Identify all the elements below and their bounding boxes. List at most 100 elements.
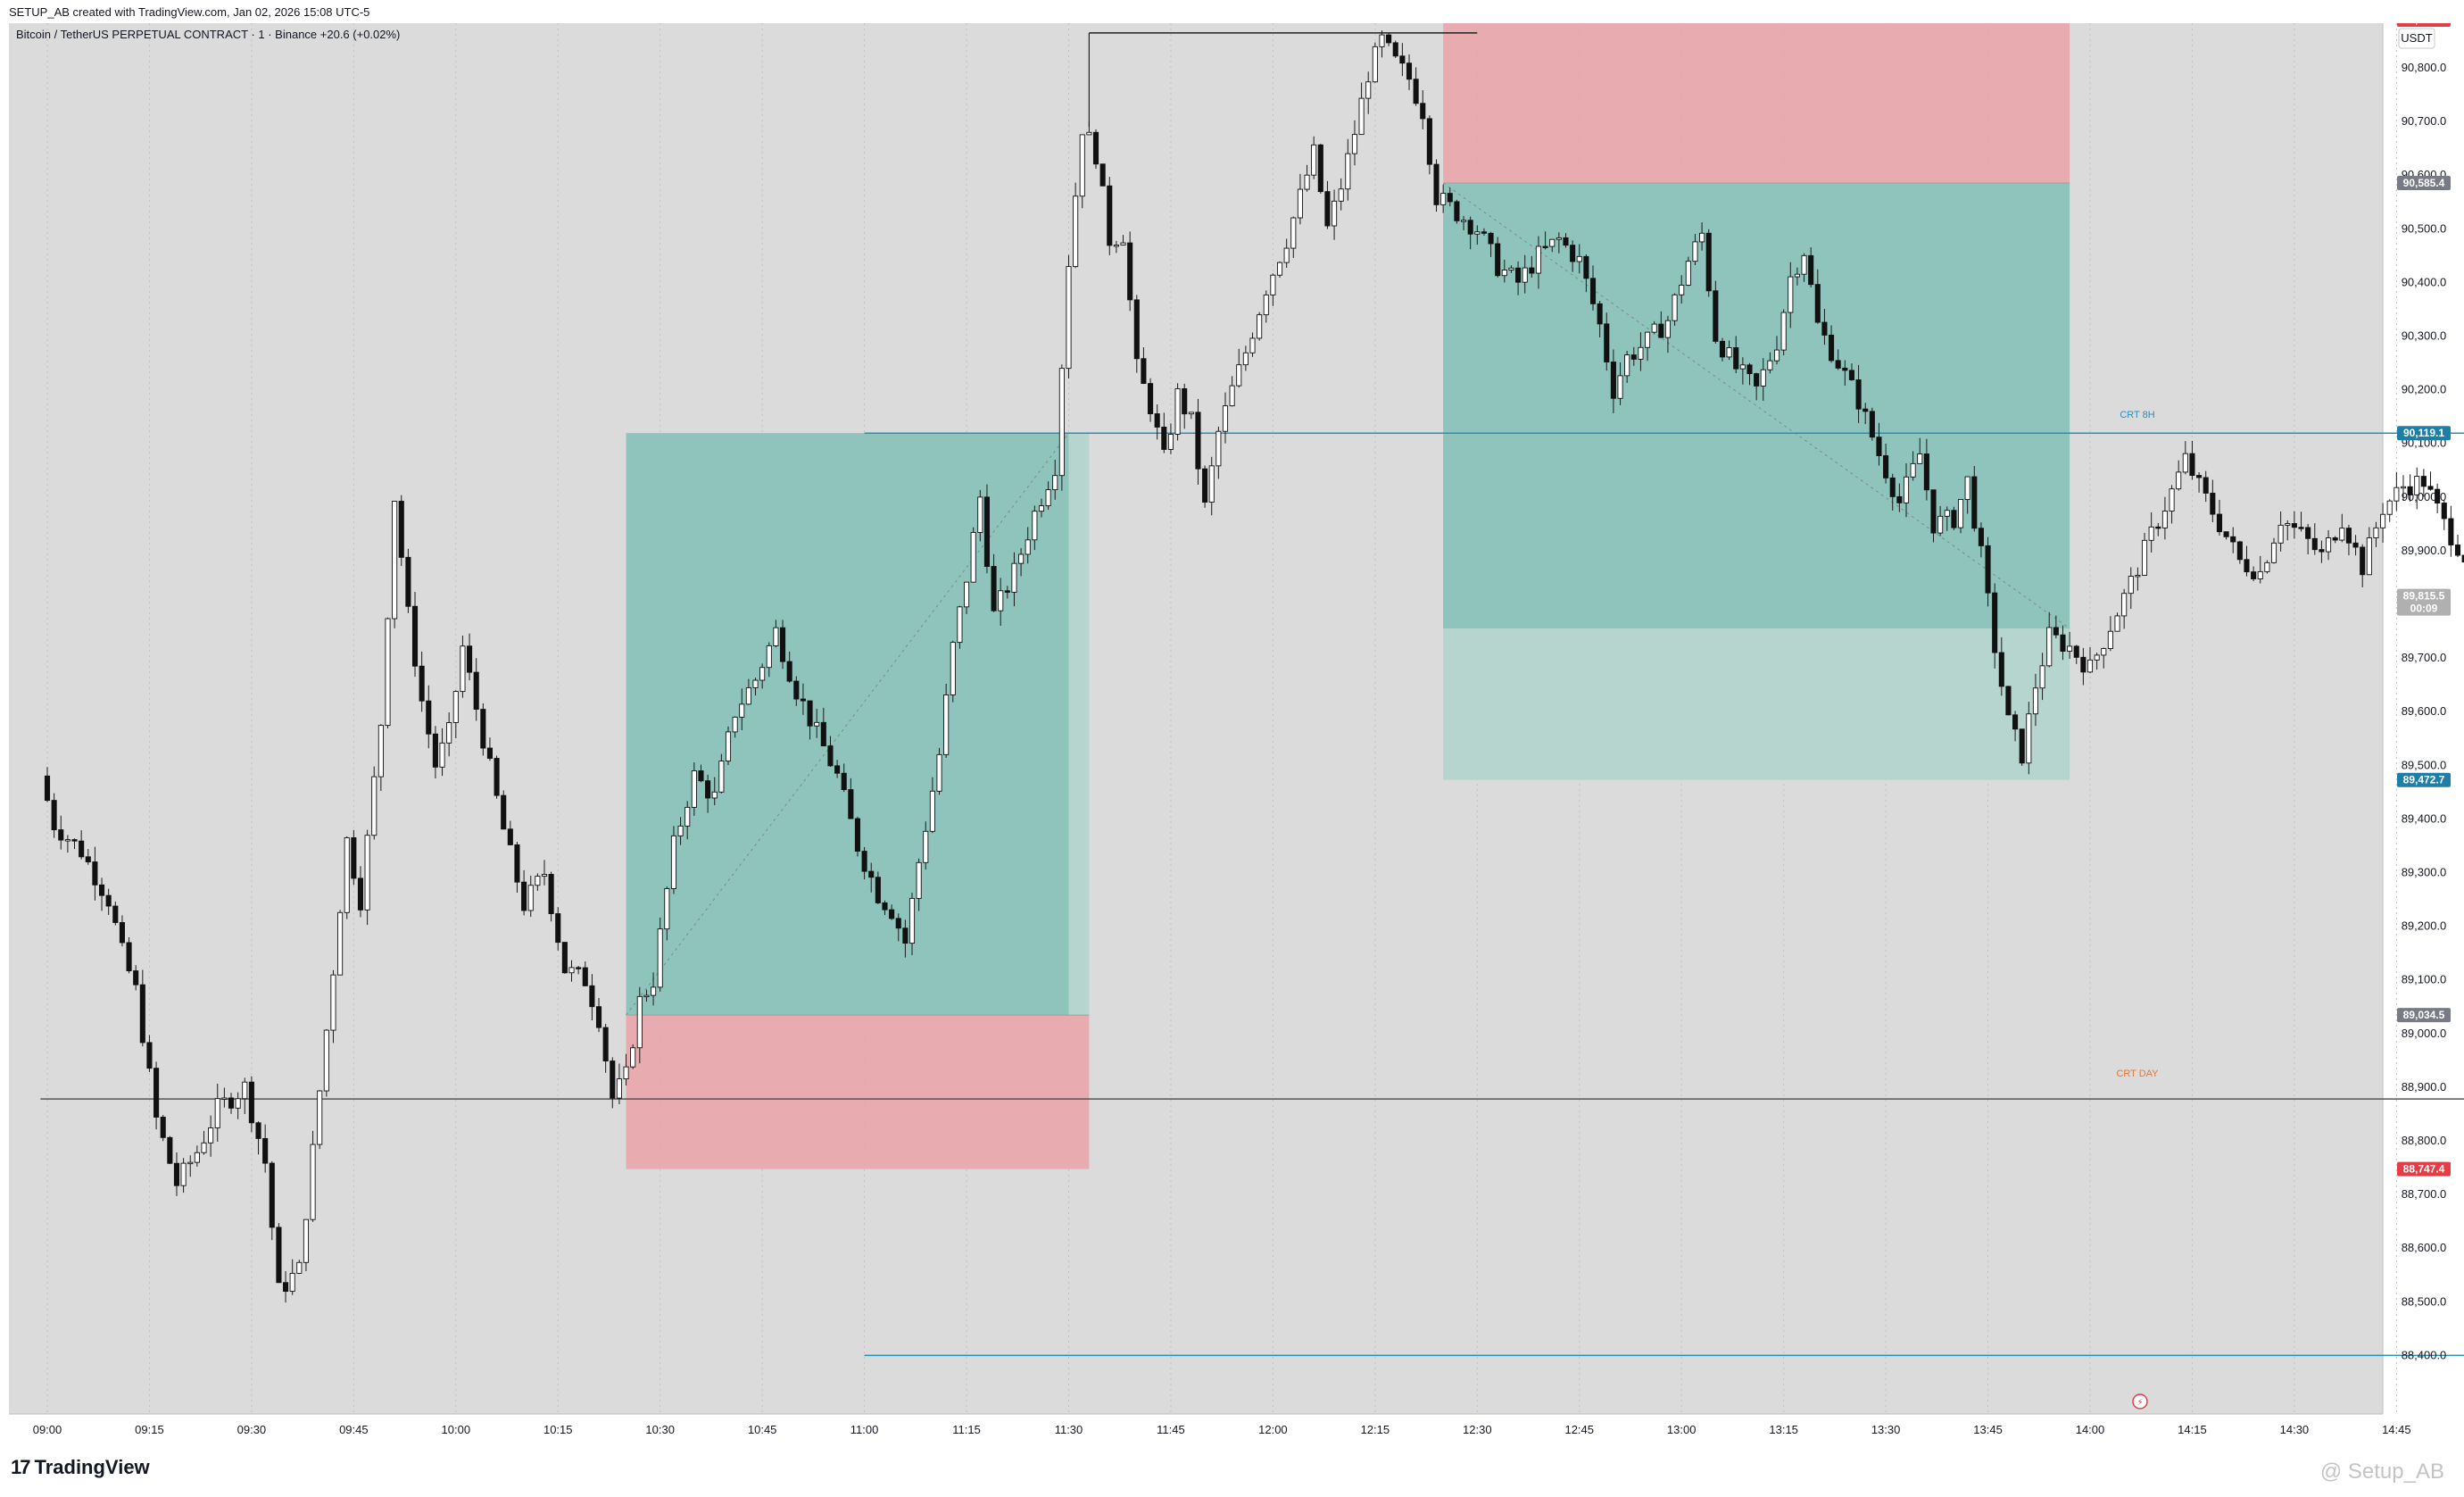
candle-up [1501,270,1507,277]
candle-down [1930,489,1937,534]
currency-button[interactable] [2398,28,2435,49]
candle-up [657,928,663,988]
candle-down [2060,634,2066,653]
candle-up [2087,659,2094,673]
candle-down [480,709,486,749]
time-tick-label: 13:00 [1667,1423,1697,1436]
candle-down [1154,413,1160,428]
alert-icon[interactable]: ⚡ [2132,1393,2148,1410]
candle-down [2345,528,2352,544]
candle-down [1420,103,1426,120]
candle-up [1767,360,1773,370]
time-tick-label: 14:15 [2178,1423,2207,1436]
candle-up [908,897,916,944]
candle-up [1351,134,1358,154]
candle-up [1236,364,1242,387]
level-label: CRT 8H [2120,410,2154,420]
time-tick-label: 13:45 [1973,1423,2003,1436]
candle-down [2230,536,2236,543]
price-tick-label: 89,700.0 [2402,651,2447,664]
candle-up [371,776,377,836]
candle-down [2420,476,2427,487]
candle-up [636,995,643,1049]
candle-up [2386,500,2393,515]
tradingview-logo-icon: 17 [11,1456,31,1478]
candle-down [2216,513,2223,533]
candle-down [2441,503,2447,520]
candle-down [1604,323,1610,362]
candle-down [1195,412,1201,470]
candle-down [71,839,78,842]
candle-up [1345,153,1351,190]
candle-down [2360,546,2366,576]
price-axis-panel [2383,23,2464,1442]
time-tick-label: 14:45 [2382,1423,2411,1436]
candle-up [1242,352,1249,366]
candle-up [2325,537,2332,553]
candle-up [2373,527,2379,538]
candle-down [1202,468,1208,503]
candle-up [1011,562,1017,593]
candle-down [1563,237,1569,246]
candle-up [2121,593,2128,617]
candle-down [561,942,568,974]
candle-down [827,745,834,767]
candle-up [460,645,466,693]
candle-down [1413,79,1419,104]
candle-up [630,1047,636,1068]
candle-down [1127,242,1133,301]
tradingview-logo[interactable]: 17 TradingView [11,1454,150,1481]
price-tick-label: 88,600.0 [2402,1241,2447,1254]
time-tick-label: 09:00 [33,1423,62,1436]
candle-up [691,770,697,808]
candle-down [1978,528,1984,546]
candle-up [2380,513,2386,528]
candle-up [2128,576,2134,595]
candle-down [1583,255,1589,279]
candle-up [2107,630,2113,649]
candle-down [351,837,357,879]
candle-down [1324,191,1331,227]
candle-down [2291,523,2297,528]
candle-up [1270,274,1276,295]
candle-up [1917,453,1923,464]
candle-up [2161,511,2168,528]
candle-down [1971,476,1978,529]
candle-up [2270,542,2277,563]
candle-up [2046,627,2053,667]
candle-up [1910,462,1916,478]
candle-up [1944,510,1950,517]
candle-up [677,825,684,836]
candle-up [664,888,670,930]
candle-down [473,671,479,710]
candle-up [745,686,751,705]
candle-down [895,918,901,929]
candle-up [1079,134,1085,197]
candle-down [44,775,51,802]
candle-up [1664,320,1671,338]
candle-down [1848,370,1855,380]
candle-down [1705,232,1712,292]
candle-up [1052,475,1058,491]
candle-down [1161,427,1167,450]
price-label-text: 90,585.4 [2403,177,2445,189]
candle-down [486,747,493,759]
candle-up [296,1261,303,1274]
candle-up [1957,499,1964,528]
candle-down [1658,323,1664,338]
candle-down [2311,537,2318,551]
candle-up [2339,528,2345,541]
candle-up [2176,471,2182,490]
candle-up [1167,434,1174,450]
candle-up [2285,523,2291,526]
candle-down [1406,62,1413,80]
candle-down [133,970,139,986]
candle-down [160,1117,166,1138]
candle-down [2352,542,2359,548]
candle-down [1746,364,1753,375]
filled-zone [1443,182,2070,629]
candle-down [2251,571,2257,579]
price-tick-label: 90,000.0 [2402,490,2447,503]
